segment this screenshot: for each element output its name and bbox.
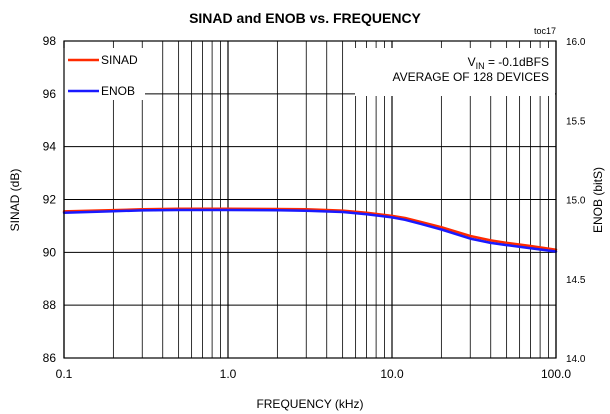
x-tick-label: 10.0 bbox=[380, 367, 404, 381]
y-tick-label: 98 bbox=[43, 34, 57, 48]
plot-frame bbox=[63, 40, 557, 359]
y2-tick-label: 15.0 bbox=[566, 196, 586, 207]
x-tick-label: 100.0 bbox=[541, 367, 571, 381]
y-axis-left-ticks: 86 88 90 92 94 96 98 bbox=[43, 34, 57, 365]
y-tick-label: 86 bbox=[43, 351, 57, 365]
legend-label-enob: ENOB bbox=[101, 84, 135, 98]
y-tick-label: 90 bbox=[43, 245, 57, 259]
y-axis-right-ticks: 14.0 14.5 15.0 15.5 16.0 bbox=[566, 37, 586, 365]
chart-title: SINAD and ENOB vs. FREQUENCY bbox=[189, 10, 421, 26]
y-tick-label: 92 bbox=[43, 193, 57, 207]
y2-tick-label: 14.5 bbox=[566, 275, 586, 286]
y2-tick-label: 15.5 bbox=[566, 116, 586, 127]
chart-tag: toc17 bbox=[534, 26, 556, 36]
y2-tick-label: 16.0 bbox=[566, 37, 586, 48]
series-line-sinad bbox=[62, 207, 558, 251]
legend-label-sinad: SINAD bbox=[101, 53, 138, 67]
annotation-vin-v: V bbox=[468, 55, 476, 69]
y-tick-label: 94 bbox=[43, 140, 57, 154]
y2-tick-label: 14.0 bbox=[566, 354, 586, 365]
series-layer bbox=[62, 207, 558, 253]
y-tick-label: 96 bbox=[43, 87, 57, 101]
x-axis-label: FREQUENCY (kHz) bbox=[256, 397, 363, 411]
legend: SINAD ENOB bbox=[63, 48, 145, 100]
y-tick-label: 88 bbox=[43, 298, 57, 312]
annotation-vin-sub: IN bbox=[476, 61, 485, 71]
y-axis-left-label: SINAD (dB) bbox=[8, 169, 22, 232]
series-line-enob bbox=[62, 208, 558, 253]
annotation-background bbox=[355, 48, 555, 96]
annotation-devices: AVERAGE OF 128 DEVICES bbox=[393, 70, 550, 84]
x-tick-label: 0.1 bbox=[56, 367, 73, 381]
annotation-vin-value: = -0.1dBFS bbox=[485, 55, 549, 69]
y-axis-right-label: ENOB (bitS) bbox=[591, 167, 605, 233]
x-tick-label: 1.0 bbox=[220, 367, 237, 381]
annotation-vin: VIN = -0.1dBFS bbox=[468, 55, 549, 71]
x-axis-ticks: 0.1 1.0 10.0 100.0 bbox=[56, 367, 572, 381]
